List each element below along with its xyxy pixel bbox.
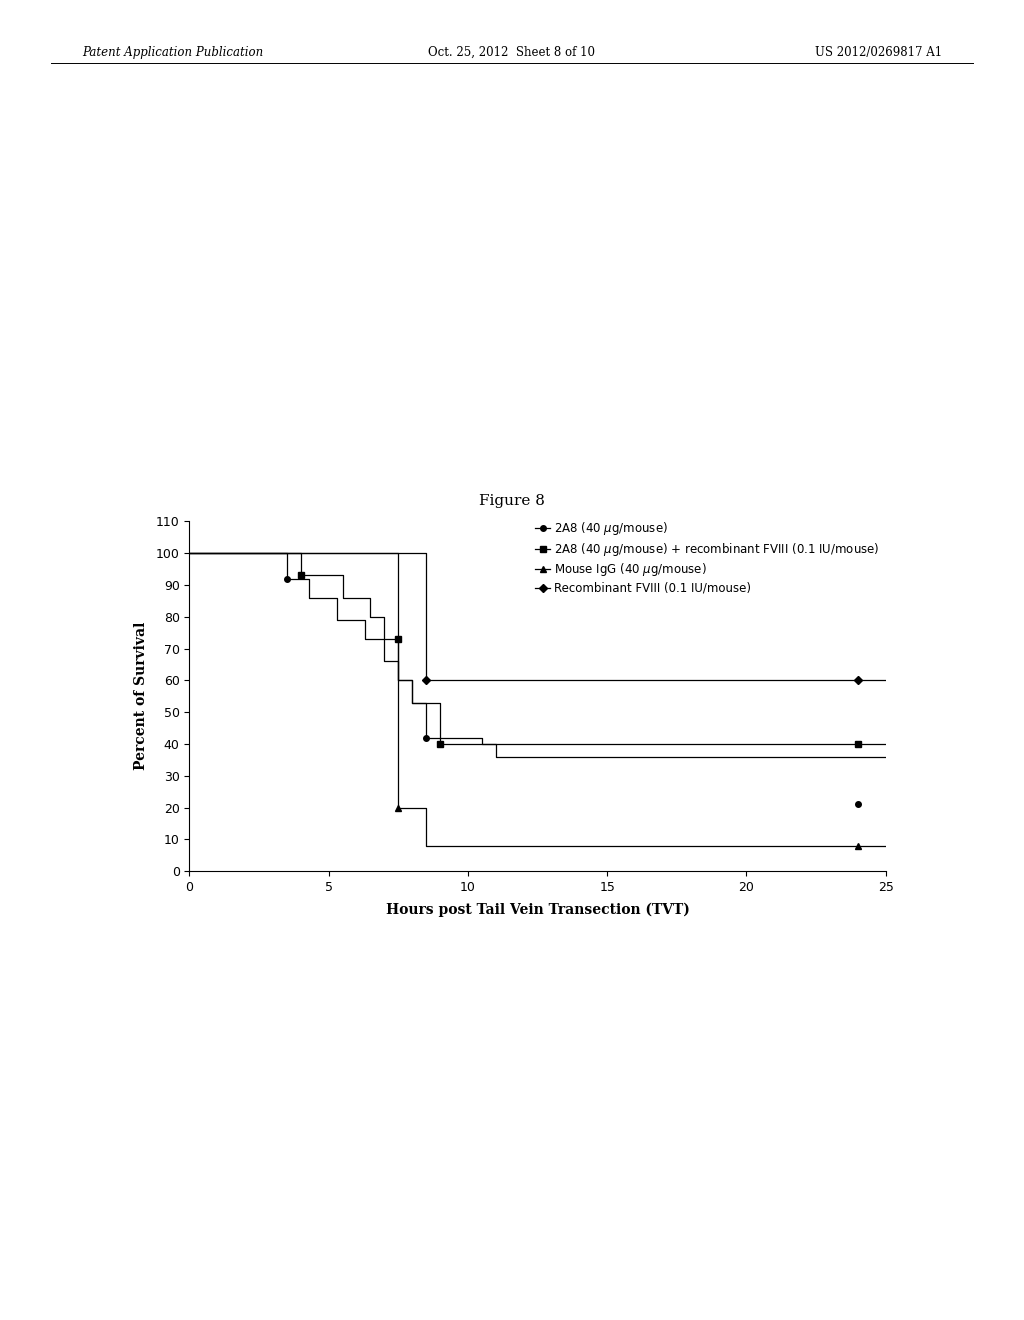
Y-axis label: Percent of Survival: Percent of Survival xyxy=(133,622,147,771)
Text: Figure 8: Figure 8 xyxy=(479,494,545,508)
Legend: 2A8 (40 $\mu$g/mouse), 2A8 (40 $\mu$g/mouse) + recombinant FVIII (0.1 IU/mouse),: 2A8 (40 $\mu$g/mouse), 2A8 (40 $\mu$g/mo… xyxy=(536,520,880,595)
X-axis label: Hours post Tail Vein Transection (TVT): Hours post Tail Vein Transection (TVT) xyxy=(386,903,689,916)
Text: Patent Application Publication: Patent Application Publication xyxy=(82,46,263,59)
Text: Oct. 25, 2012  Sheet 8 of 10: Oct. 25, 2012 Sheet 8 of 10 xyxy=(428,46,596,59)
Text: US 2012/0269817 A1: US 2012/0269817 A1 xyxy=(815,46,942,59)
